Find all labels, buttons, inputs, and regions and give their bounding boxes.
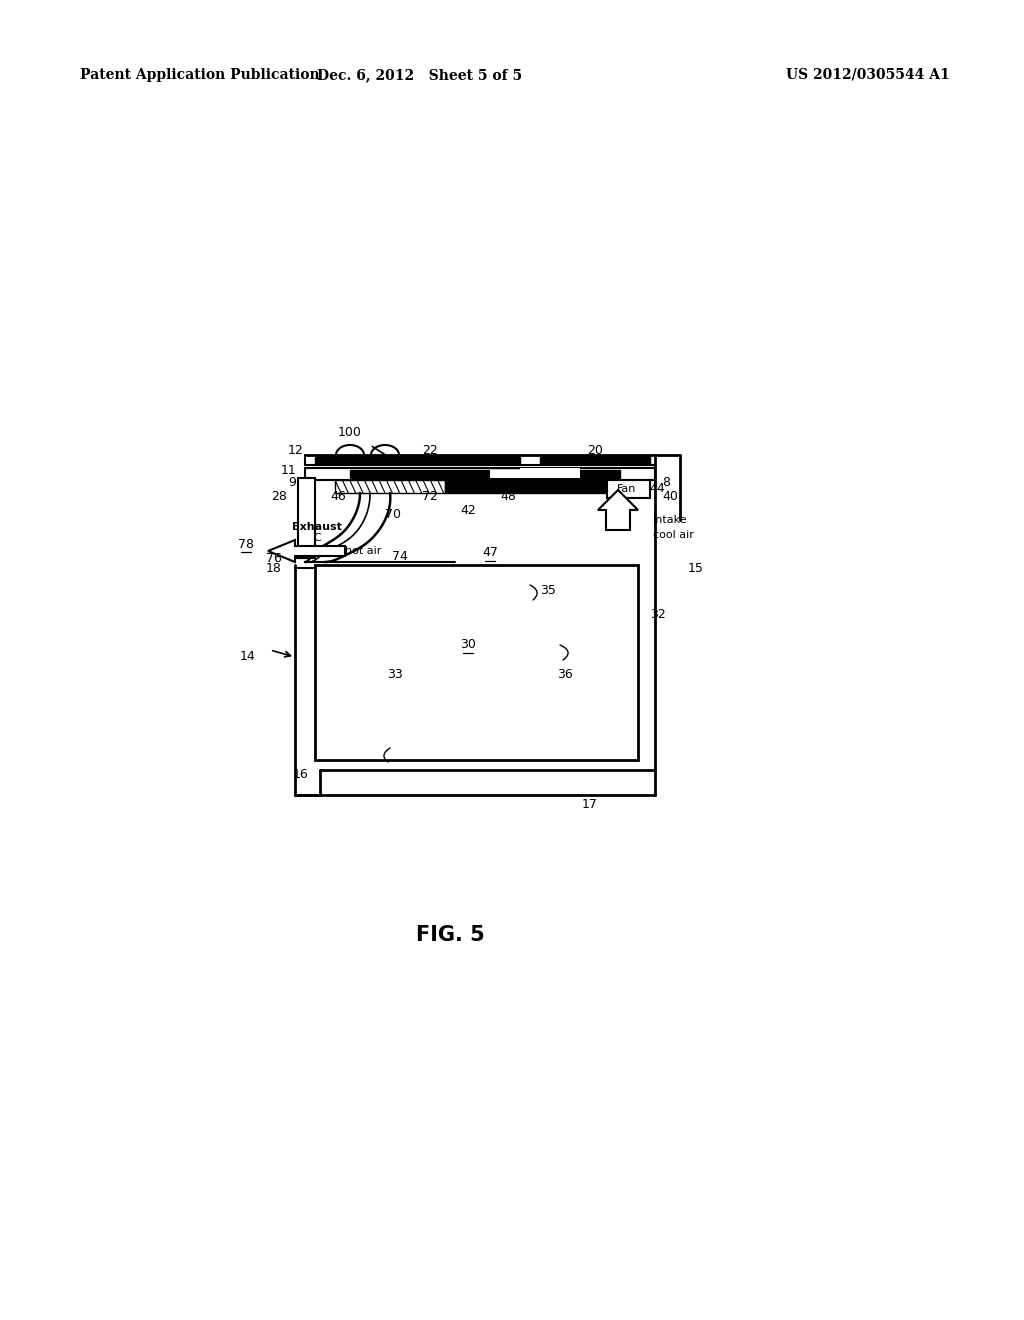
Text: 44: 44 <box>649 482 665 495</box>
Text: cool air: cool air <box>653 531 694 540</box>
Text: 14: 14 <box>240 651 255 664</box>
Text: 12: 12 <box>288 444 303 457</box>
Text: 20: 20 <box>587 444 603 457</box>
Polygon shape <box>298 478 315 558</box>
Polygon shape <box>540 455 650 465</box>
Text: 11: 11 <box>281 463 296 477</box>
Text: Dec. 6, 2012   Sheet 5 of 5: Dec. 6, 2012 Sheet 5 of 5 <box>317 69 522 82</box>
Polygon shape <box>268 540 345 562</box>
Polygon shape <box>607 480 650 498</box>
Text: C: C <box>313 533 321 543</box>
Text: Intake: Intake <box>653 515 688 525</box>
Text: FIG. 5: FIG. 5 <box>416 925 484 945</box>
Text: hot air: hot air <box>345 546 381 556</box>
Text: 47: 47 <box>482 546 498 560</box>
Text: 36: 36 <box>557 668 572 681</box>
Text: 100: 100 <box>338 425 361 438</box>
Text: 18: 18 <box>266 561 282 574</box>
Text: Patent Application Publication: Patent Application Publication <box>80 69 319 82</box>
Polygon shape <box>520 469 580 478</box>
Polygon shape <box>315 455 520 465</box>
Text: 30: 30 <box>460 639 476 652</box>
Text: 9: 9 <box>288 475 296 488</box>
Polygon shape <box>490 470 530 478</box>
Polygon shape <box>445 480 620 492</box>
Text: 70: 70 <box>385 508 401 521</box>
Text: 35: 35 <box>540 583 556 597</box>
Text: 46: 46 <box>330 491 346 503</box>
Text: 17: 17 <box>582 799 598 812</box>
Text: 33: 33 <box>387 668 402 681</box>
Text: 8: 8 <box>662 475 670 488</box>
Polygon shape <box>335 480 445 492</box>
Text: Exhaust: Exhaust <box>292 521 342 532</box>
Text: 42: 42 <box>460 503 476 516</box>
Text: Fan: Fan <box>617 484 636 494</box>
Text: 72: 72 <box>422 491 438 503</box>
Polygon shape <box>315 565 638 760</box>
Text: 28: 28 <box>271 491 287 503</box>
Text: 16: 16 <box>292 768 308 781</box>
Text: 40: 40 <box>662 491 678 503</box>
Text: 74: 74 <box>392 550 408 564</box>
Text: US 2012/0305544 A1: US 2012/0305544 A1 <box>786 69 950 82</box>
Text: 76: 76 <box>266 552 282 565</box>
Text: 32: 32 <box>650 609 666 622</box>
Polygon shape <box>350 470 620 478</box>
Polygon shape <box>598 490 638 531</box>
Text: 48: 48 <box>500 491 516 503</box>
Text: 78: 78 <box>238 537 254 550</box>
Text: 15: 15 <box>688 561 703 574</box>
Text: 22: 22 <box>422 444 438 457</box>
